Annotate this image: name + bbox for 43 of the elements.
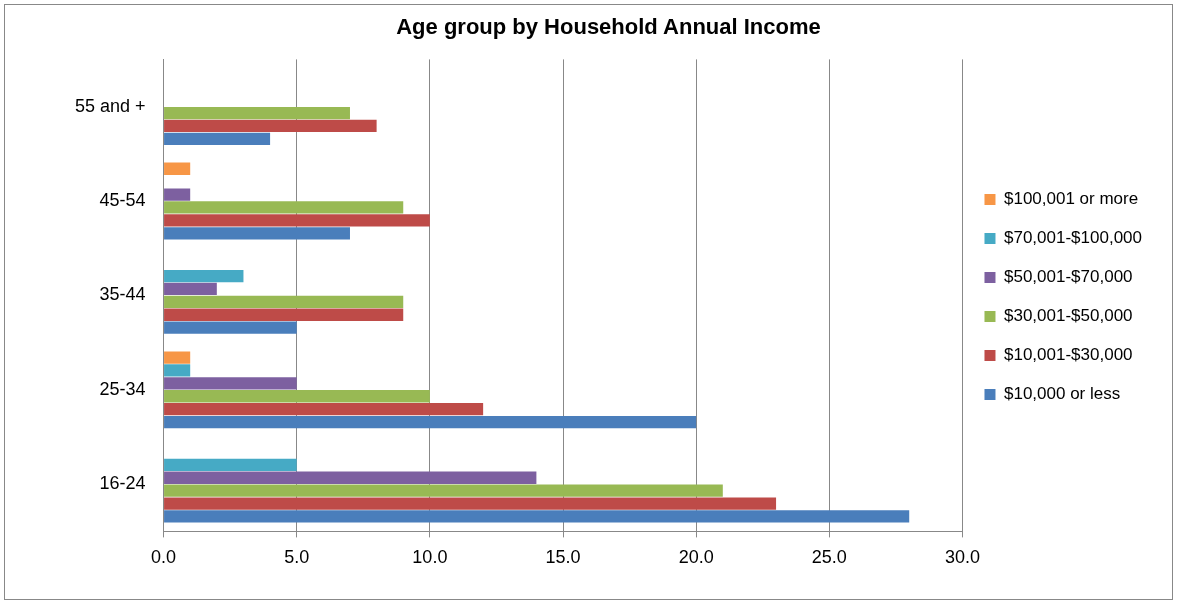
y-tick-label: 16-24: [99, 473, 146, 494]
bar: [164, 390, 430, 403]
legend-label: $70,001-$100,000: [1003, 228, 1143, 248]
x-tick-label: 30.0: [944, 547, 981, 568]
bar: [164, 471, 537, 484]
bar: [164, 282, 217, 296]
bar: [164, 510, 910, 523]
bar: [164, 351, 191, 364]
bar: [164, 458, 297, 471]
legend-label: $10,001-$30,000: [1003, 345, 1133, 365]
bar: [164, 403, 484, 416]
bar: [164, 227, 350, 240]
bar: [164, 364, 191, 377]
bar: [164, 295, 404, 308]
chart-title: Age group by Household Annual Income: [396, 14, 821, 40]
bar: [164, 214, 430, 227]
x-tick-label: 10.0: [412, 547, 448, 568]
bar: [164, 497, 777, 510]
legend-label: $50,001-$70,000: [1003, 267, 1133, 287]
y-tick-label: 25-34: [99, 378, 146, 399]
legend-label: $30,001-$50,000: [1003, 306, 1133, 326]
bar: [164, 119, 377, 133]
legend-label: $10,000 or less: [1003, 384, 1121, 404]
bar: [164, 308, 404, 321]
bar: [164, 321, 297, 334]
x-tick-label: 5.0: [284, 547, 310, 568]
y-tick-label: 55 and +: [74, 95, 146, 116]
y-tick-label: 45-54: [99, 189, 146, 210]
bar: [164, 106, 350, 120]
bar: [164, 377, 297, 390]
bar: [164, 415, 697, 429]
x-tick-label: 15.0: [545, 547, 581, 568]
x-tick-label: 25.0: [811, 547, 847, 568]
bar: [164, 188, 191, 201]
bar: [164, 162, 191, 175]
bar: [164, 484, 723, 497]
bar: [164, 201, 404, 214]
bar: [164, 132, 271, 145]
x-tick-label: 0.0: [151, 547, 177, 568]
x-tick-label: 20.0: [678, 547, 714, 568]
y-tick-label: 35-44: [99, 284, 146, 305]
legend-label: $100,001 or more: [1003, 189, 1139, 209]
bar: [164, 269, 244, 283]
